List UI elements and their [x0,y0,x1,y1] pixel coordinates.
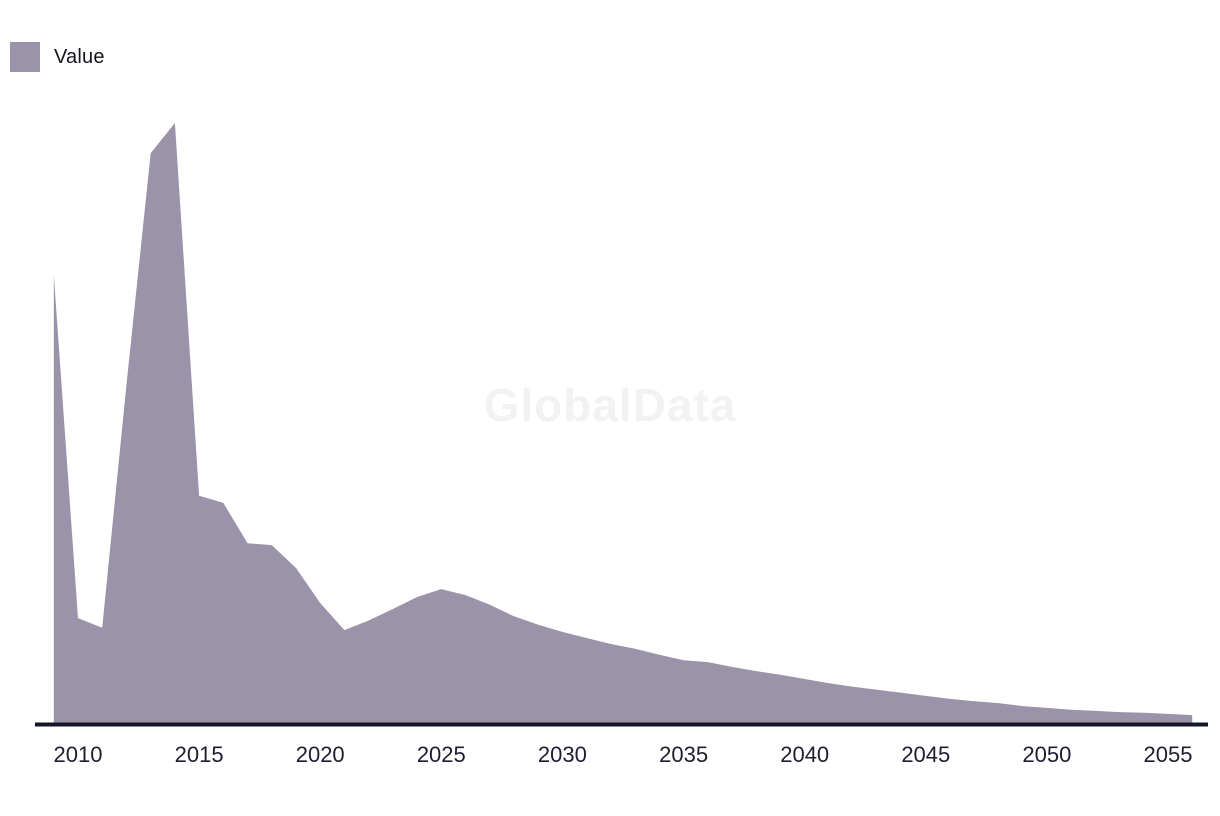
x-tick-label: 2050 [1022,742,1071,767]
x-tick-label: 2015 [175,742,224,767]
legend-label: Value [54,45,105,68]
x-tick-label: 2030 [538,742,587,767]
area-series-value [53,123,1193,726]
legend-item-value[interactable]: Value [10,42,105,72]
x-tick-label: 2045 [901,742,950,767]
x-tick-label: 2025 [417,742,466,767]
x-tick-label: 2020 [296,742,345,767]
x-tick-label: 2040 [780,742,829,767]
legend: Value [10,42,105,72]
x-tick-label: 2055 [1144,742,1193,767]
legend-swatch [10,42,40,72]
x-axis-tick-labels: 2010 2015 2020 2025 2030 2035 2040 2045 2050 2055 [54,742,1193,767]
x-axis-line [35,722,1208,727]
x-tick-label: 2010 [54,742,103,767]
x-tick-label: 2035 [659,742,708,767]
